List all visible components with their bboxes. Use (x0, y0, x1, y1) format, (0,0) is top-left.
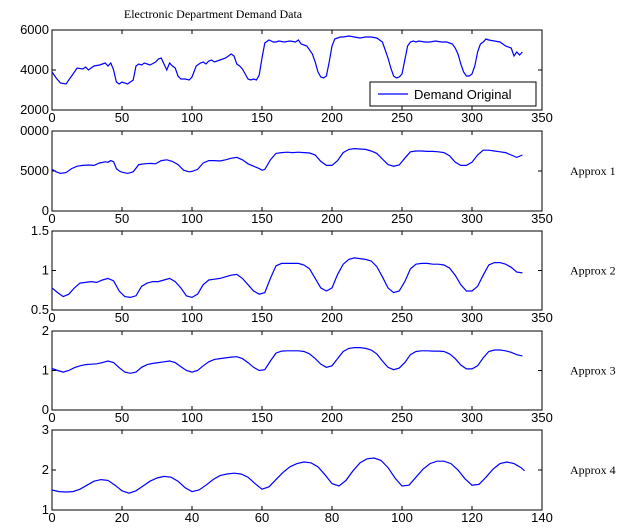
x-tick-label: 350 (531, 211, 553, 226)
x-tick-label: 250 (391, 410, 413, 425)
x-tick-label: 0 (48, 510, 55, 525)
x-tick-label: 150 (251, 410, 273, 425)
x-tick-label: 0 (48, 310, 55, 325)
x-tick-label: 350 (531, 110, 553, 125)
x-tick-label: 50 (115, 310, 129, 325)
legend: Demand Original (369, 81, 537, 107)
series-line (51, 347, 523, 374)
y-tick-label: 5000 (20, 163, 49, 178)
y-tick-label: 2 (42, 462, 49, 477)
y-tick-label: 4000 (20, 62, 49, 77)
x-tick-label: 250 (391, 110, 413, 125)
subplot-3: 0 50 100 150 200 250 300 350 0.5 1 1.5 Approx 2 (31, 223, 616, 325)
x-tick-label: 50 (115, 110, 129, 125)
x-tick-label: 100 (181, 310, 203, 325)
y-tick-label: 1 (42, 263, 49, 278)
subplot-2: 0 50 100 150 200 250 300 350 0 5000 0000 Approx 1 (20, 123, 616, 226)
y-tick-label: 0 (42, 402, 49, 417)
axes-box (51, 230, 543, 311)
x-tick-label: 0 (48, 110, 55, 125)
x-tick-label: 300 (461, 110, 483, 125)
x-tick-label: 150 (251, 310, 273, 325)
x-tick-label: 250 (391, 310, 413, 325)
y-tick-label: 1 (42, 363, 49, 378)
approx-label: Approx 4 (570, 463, 616, 477)
x-tick-label: 40 (185, 510, 199, 525)
x-tick-label: 20 (115, 510, 129, 525)
x-tick-label: 100 (181, 410, 203, 425)
series-line (51, 257, 523, 299)
x-tick-label: 200 (321, 211, 343, 226)
series-line (51, 35, 523, 85)
subplot-5: 0 20 40 60 80 100 120 140 1 2 3 Approx 4 (42, 422, 616, 525)
x-tick-label: 0 (48, 410, 55, 425)
subplot-1: 0 50 100 150 200 250 300 350 2000 4000 6000 Demand … (20, 22, 553, 125)
x-tick-label: 200 (321, 310, 343, 325)
x-tick-label: 50 (115, 211, 129, 226)
y-tick-label: 6000 (20, 22, 49, 37)
y-tick-label: 1 (42, 502, 49, 517)
x-tick-label: 80 (325, 510, 339, 525)
series-line (51, 457, 525, 494)
x-tick-label: 100 (181, 110, 203, 125)
y-tick-label: 2000 (20, 102, 49, 117)
y-tick-label: 0.5 (31, 302, 49, 317)
legend-label: Demand Original (414, 87, 512, 102)
legend-box (369, 81, 537, 107)
x-tick-label: 250 (391, 211, 413, 226)
x-tick-label: 200 (321, 410, 343, 425)
x-tick-label: 150 (251, 110, 273, 125)
x-tick-label: 200 (321, 110, 343, 125)
x-tick-label: 60 (255, 510, 269, 525)
x-tick-label: 150 (251, 211, 273, 226)
y-tick-label: 2 (42, 323, 49, 338)
x-tick-label: 300 (461, 310, 483, 325)
x-tick-label: 300 (461, 410, 483, 425)
x-tick-label: 50 (115, 410, 129, 425)
figure-title: Electronic Department Demand Data (124, 7, 303, 21)
x-tick-label: 120 (461, 510, 483, 525)
axes-box (51, 429, 543, 511)
series-line (51, 147, 523, 175)
axes-box (51, 130, 543, 212)
x-tick-label: 350 (531, 410, 553, 425)
approx-label: Approx 1 (570, 164, 616, 178)
y-tick-label: 0 (42, 203, 49, 218)
y-tick-label: 3 (42, 422, 49, 437)
subplot-stack: 0 50 100 150 200 250 300 350200040006000Demand … (20, 22, 616, 525)
x-tick-label: 100 (181, 211, 203, 226)
x-tick-label: 300 (461, 211, 483, 226)
subplot-4: 0 50 100 150 200 250 300 350 0 1 2 Approx 3 (42, 323, 616, 425)
x-tick-label: 350 (531, 310, 553, 325)
y-tick-label: 1.5 (31, 223, 49, 238)
approx-label: Approx 3 (570, 364, 616, 378)
y-tick-label: 0000 (20, 123, 49, 138)
x-tick-label: 140 (531, 510, 553, 525)
axes-box (51, 330, 543, 411)
approx-label: Approx 2 (570, 264, 616, 278)
x-tick-label: 100 (391, 510, 413, 525)
x-tick-label: 0 (48, 211, 55, 226)
